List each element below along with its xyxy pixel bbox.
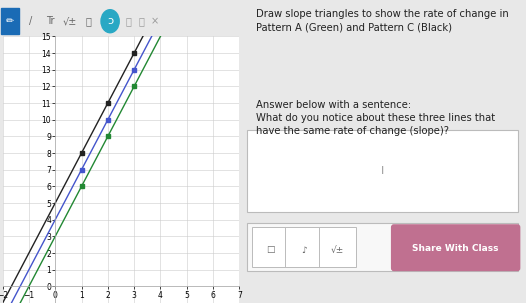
Text: I: I (381, 166, 384, 176)
FancyBboxPatch shape (391, 224, 520, 271)
Text: Draw slope triangles to show the rate of change in
Pattern A (Green) and Pattern: Draw slope triangles to show the rate of… (256, 9, 509, 32)
Text: ↄ: ↄ (107, 16, 113, 26)
Text: 🖇: 🖇 (86, 16, 92, 26)
Text: ✏: ✏ (6, 16, 14, 26)
Bar (1, 8, 19, 34)
FancyBboxPatch shape (286, 227, 322, 267)
Text: ⌣: ⌣ (138, 16, 144, 26)
Text: □: □ (266, 245, 274, 255)
Text: √±: √± (331, 245, 344, 255)
Circle shape (101, 10, 119, 33)
FancyBboxPatch shape (247, 223, 518, 271)
Text: √±: √± (62, 16, 76, 26)
FancyBboxPatch shape (251, 227, 288, 267)
Text: /: / (29, 16, 33, 26)
FancyBboxPatch shape (319, 227, 356, 267)
Text: ⌒: ⌒ (125, 16, 131, 26)
Text: Share With Class: Share With Class (412, 244, 499, 253)
FancyBboxPatch shape (247, 130, 518, 212)
Text: Answer below with a sentence:
What do you notice about these three lines that
ha: Answer below with a sentence: What do yo… (256, 100, 495, 136)
Text: Tr: Tr (46, 16, 55, 26)
Text: ♪: ♪ (301, 245, 307, 255)
Text: ×: × (150, 16, 158, 26)
